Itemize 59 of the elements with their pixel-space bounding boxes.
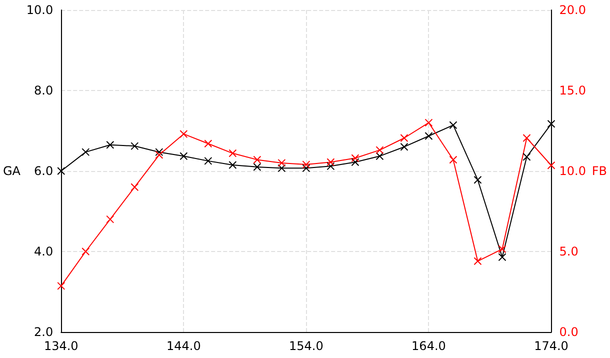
point: [278, 158, 286, 167]
y-tick-label: 8.0: [34, 84, 54, 98]
y2-tick-label: 10.0: [559, 164, 586, 178]
y2-tick-label: 20.0: [559, 3, 586, 17]
y2-tick-label: 15.0: [559, 84, 586, 98]
point: [351, 158, 360, 166]
y2-tick-label: 5.0: [559, 244, 578, 258]
point: [424, 132, 433, 140]
point: [547, 161, 556, 170]
point: [155, 150, 164, 159]
point: [547, 120, 556, 128]
point: [474, 257, 482, 266]
point: [302, 160, 310, 169]
point: [253, 156, 262, 164]
point: [522, 134, 531, 142]
point: [326, 158, 335, 166]
point: [326, 162, 335, 170]
point: [351, 154, 360, 162]
point: [253, 162, 262, 171]
point: [376, 146, 384, 154]
y-tick-label: 10.0: [26, 3, 54, 17]
point: [130, 142, 139, 150]
point: [180, 152, 188, 160]
point: [498, 253, 506, 262]
point: [180, 130, 188, 138]
point: [82, 148, 90, 156]
point: [278, 164, 286, 172]
point: [449, 121, 458, 130]
point: [130, 183, 139, 192]
y2-axis-title: FB: [592, 164, 608, 178]
point: [474, 176, 482, 184]
point: [228, 160, 237, 169]
y-axis-title: GA: [2, 164, 22, 178]
x-tick-label: 154.0: [289, 339, 324, 353]
point: [498, 245, 506, 254]
point: [449, 156, 458, 164]
y2-tick-label: 0.0: [559, 325, 578, 339]
point: [106, 215, 114, 224]
x-tick-label: 134.0: [44, 339, 78, 353]
point: [424, 118, 433, 127]
point: [82, 248, 90, 256]
point: [376, 152, 384, 160]
point: [106, 140, 114, 149]
point: [302, 164, 310, 172]
point: [522, 152, 531, 161]
point: [204, 156, 212, 165]
point: [204, 140, 212, 148]
point: [57, 282, 66, 290]
point: [228, 149, 237, 158]
point: [400, 142, 408, 151]
point: [57, 167, 66, 175]
y-tick-label: 4.0: [34, 244, 54, 258]
y-tick-label: 6.0: [34, 164, 54, 178]
x-tick-label: 144.0: [166, 339, 201, 353]
point: [400, 134, 408, 142]
x-tick-label: 174.0: [534, 339, 568, 353]
x-tick-label: 164.0: [412, 339, 446, 353]
y-tick-label: 2.0: [34, 325, 54, 339]
point: [155, 148, 164, 156]
